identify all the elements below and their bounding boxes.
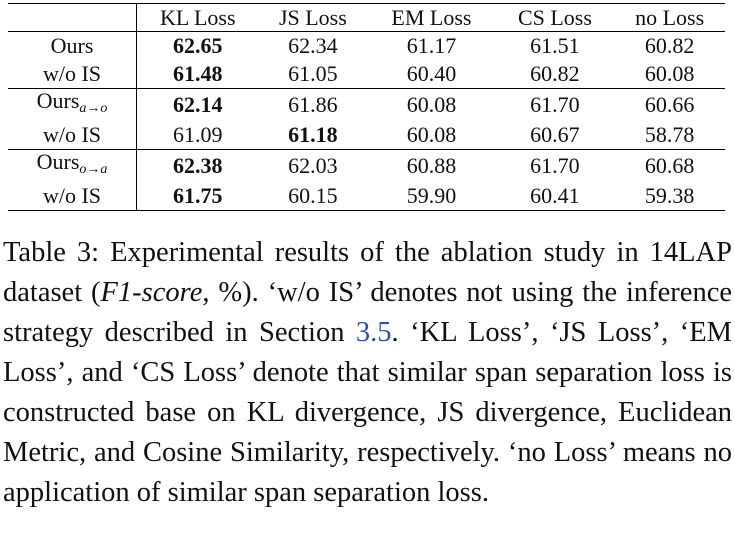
corner-cell <box>8 3 137 32</box>
table-row: w/o IS 61.09 61.18 60.08 60.67 58.78 <box>8 121 725 150</box>
value-cell: 60.15 <box>288 183 338 208</box>
value-cell: 60.88 <box>406 153 457 178</box>
value-cell: 60.66 <box>644 92 695 117</box>
row-label: Ours <box>36 88 80 113</box>
value-cell: 62.14 <box>172 92 223 117</box>
value-cell: 60.67 <box>530 122 580 147</box>
row-label-cell: Oursa→o <box>8 88 137 121</box>
value-cell: 62.65 <box>172 33 223 58</box>
value-cell: 59.38 <box>644 183 695 208</box>
value-cell: 62.03 <box>288 153 338 178</box>
caption-text: . ‘KL Loss’, ‘JS Loss’, ‘EM Loss’, and ‘… <box>3 317 732 508</box>
value-cell: 61.09 <box>172 122 223 147</box>
row-label-subscript: o→a <box>79 162 108 177</box>
value-cell: 61.51 <box>530 33 580 58</box>
column-header: KL Loss <box>159 4 236 30</box>
value-cell: 61.70 <box>530 153 580 178</box>
row-label-cell: Ourso→a <box>8 149 137 182</box>
value-cell: 61.05 <box>288 61 338 86</box>
value-cell: 61.17 <box>406 33 457 58</box>
caption: Table 3: Experimental results of the abl… <box>3 233 732 513</box>
value-cell: 62.34 <box>288 33 338 58</box>
row-label-cell: Ours <box>8 31 137 60</box>
caption-text: , %). ‘w/o IS’ denotes not using the inf… <box>3 277 732 348</box>
table-row: w/o IS 61.75 60.15 59.90 60.41 59.38 <box>8 182 725 211</box>
value-cell: 61.86 <box>288 92 338 117</box>
value-cell: 60.08 <box>644 61 695 86</box>
row-label: w/o IS <box>42 122 102 147</box>
header-row: KL Loss JS Loss EM Loss CS Loss no Loss <box>8 3 725 32</box>
row-label-cell: w/o IS <box>8 60 137 89</box>
table-row: Ourso→a 62.38 62.03 60.88 61.70 60.68 <box>8 149 725 182</box>
row-label-cell: w/o IS <box>8 182 137 211</box>
column-header: no Loss <box>635 4 705 30</box>
table-row: Ours 62.65 62.34 61.17 61.51 60.82 <box>8 31 725 60</box>
value-cell: 60.41 <box>530 183 580 208</box>
section-link: 3.5 <box>355 317 392 348</box>
value-cell: 60.82 <box>530 61 580 86</box>
results-table: KL Loss JS Loss EM Loss CS Loss no Loss Ours… <box>8 3 725 211</box>
row-label: w/o IS <box>42 61 102 86</box>
table-row: Oursa→o 62.14 61.86 60.08 61.70 60.66 <box>8 88 725 121</box>
value-cell: 61.75 <box>172 183 223 208</box>
column-header: EM Loss <box>391 4 472 30</box>
caption-text: F1-score <box>100 277 203 308</box>
table-row: w/o IS 61.48 61.05 60.40 60.82 60.08 <box>8 60 725 89</box>
value-cell: 60.08 <box>406 122 457 147</box>
row-label: Ours <box>50 33 94 58</box>
value-cell: 60.82 <box>644 33 695 58</box>
value-cell: 60.68 <box>644 153 695 178</box>
row-label-cell: w/o IS <box>8 121 137 150</box>
value-cell: 59.90 <box>406 183 457 208</box>
value-cell: 60.08 <box>406 92 457 117</box>
row-label: Ours <box>36 149 80 174</box>
value-cell: 60.40 <box>406 61 457 86</box>
value-cell: 62.38 <box>172 153 223 178</box>
row-label-subscript: a→o <box>79 101 108 116</box>
value-cell: 61.18 <box>288 122 338 147</box>
value-cell: 61.48 <box>172 61 223 86</box>
column-header: JS Loss <box>278 4 347 30</box>
caption-text: Table 3: Experimental results of the abl… <box>3 237 732 308</box>
value-cell: 61.70 <box>530 92 580 117</box>
row-label: w/o IS <box>42 183 102 208</box>
value-cell: 58.78 <box>644 122 695 147</box>
column-header: CS Loss <box>517 4 592 30</box>
